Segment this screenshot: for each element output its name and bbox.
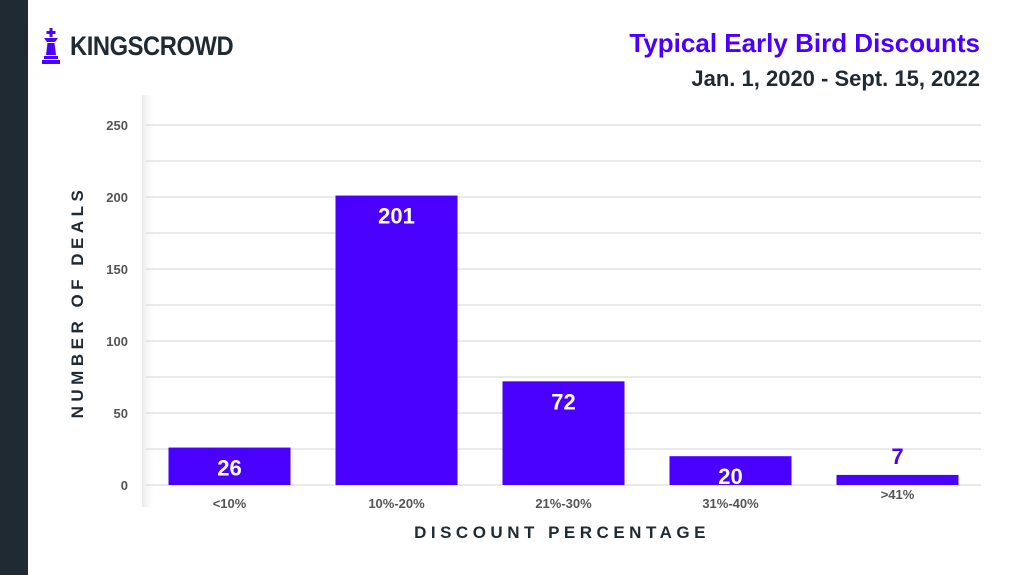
x-tick-label: <10%: [213, 496, 247, 511]
y-tick-label: 150: [106, 262, 128, 277]
bar: [836, 474, 959, 485]
side-strip: [0, 0, 28, 575]
bar: [669, 456, 792, 485]
axis-shadow: [142, 95, 156, 507]
bar: [502, 381, 625, 485]
brand-name: KINGSCROWD: [70, 30, 234, 61]
x-axis-label: DISCOUNT PERCENTAGE: [414, 523, 710, 542]
x-tick-label: 31%-40%: [702, 496, 759, 511]
y-tick-label: 100: [106, 334, 128, 349]
chart-title: Typical Early Bird Discounts: [629, 28, 980, 58]
x-tick-label: >41%: [881, 487, 915, 502]
data-label: 26: [217, 456, 241, 481]
y-tick-label: 250: [106, 118, 128, 133]
data-label: 20: [718, 464, 742, 489]
bar: [168, 447, 291, 485]
y-axis-label: NUMBER OF DEALS: [68, 185, 87, 419]
bar: [335, 195, 458, 485]
data-label: 201: [378, 204, 415, 229]
y-tick-label: 0: [121, 478, 128, 493]
chart-subtitle: Jan. 1, 2020 - Sept. 15, 2022: [691, 66, 980, 91]
brand-logo: KINGSCROWD: [40, 28, 256, 64]
data-label: 72: [551, 389, 575, 414]
x-tick-label: 21%-30%: [535, 496, 592, 511]
data-label: 7: [891, 444, 903, 469]
chess-king-icon: [42, 28, 60, 64]
y-tick-label: 50: [114, 406, 128, 421]
y-tick-label: 200: [106, 190, 128, 205]
x-tick-label: 10%-20%: [368, 496, 425, 511]
